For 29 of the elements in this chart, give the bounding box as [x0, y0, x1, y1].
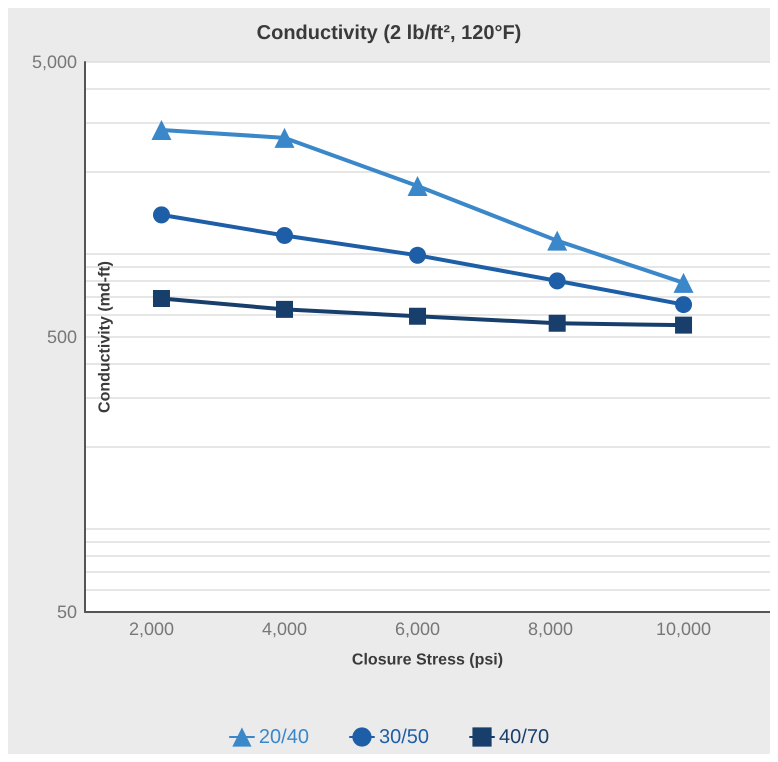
point [548, 272, 566, 290]
legend-label: 40/70 [499, 726, 550, 748]
y-tick-label: 5,000 [32, 52, 77, 72]
x-tick-label: 8,000 [528, 619, 574, 639]
point [409, 246, 426, 264]
x-axis-title: Closure Stress (psi) [352, 652, 504, 668]
point [152, 290, 170, 308]
point [151, 120, 172, 140]
y-tick-label: 50 [56, 602, 77, 622]
point [409, 308, 426, 325]
y-tick-label: 500 [46, 327, 77, 347]
point [153, 206, 170, 224]
x-tick-label: 6,000 [395, 619, 440, 639]
point [276, 226, 294, 244]
legend-label: 20/40 [258, 726, 309, 748]
point [408, 176, 428, 196]
legend-label: 30/50 [378, 726, 430, 748]
point [675, 316, 692, 334]
point [276, 300, 294, 318]
point [675, 296, 692, 314]
x-tick-label: 2,000 [128, 619, 174, 639]
point [547, 230, 568, 251]
point [674, 272, 694, 293]
x-tick-label: 4,000 [262, 619, 308, 639]
x-tick-label: 10,000 [656, 619, 712, 639]
point [548, 314, 566, 332]
y-axis-title: Conductivity (md-ft) [96, 261, 114, 413]
point [274, 128, 295, 148]
chart-title: Conductivity (2 lb/ft², 120°F) [256, 22, 522, 44]
